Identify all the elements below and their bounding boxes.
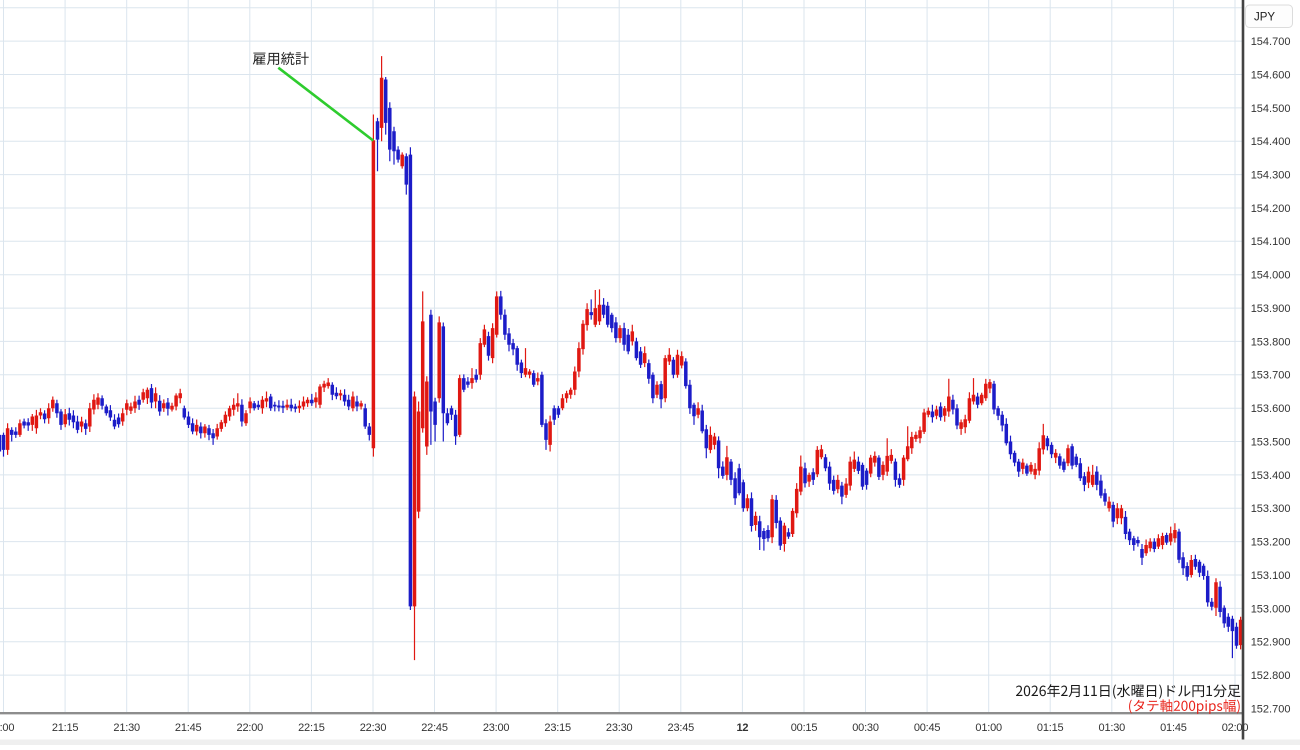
svg-text:153.500: 153.500 (1251, 436, 1291, 448)
svg-text:00:45: 00:45 (914, 722, 941, 734)
svg-text:153.000: 153.000 (1251, 603, 1291, 615)
svg-text:153.700: 153.700 (1251, 370, 1291, 382)
svg-text:153.400: 153.400 (1251, 470, 1291, 482)
svg-text:21:00: 21:00 (0, 722, 14, 734)
svg-text:23:45: 23:45 (668, 722, 695, 734)
svg-text:154.200: 154.200 (1251, 203, 1291, 215)
svg-text:21:30: 21:30 (113, 722, 140, 734)
svg-text:152.700: 152.700 (1251, 703, 1291, 715)
svg-text:12: 12 (736, 722, 748, 734)
svg-text:22:45: 22:45 (421, 722, 448, 734)
svg-text:153.900: 153.900 (1251, 303, 1291, 315)
svg-text:01:45: 01:45 (1160, 722, 1187, 734)
svg-text:23:15: 23:15 (544, 722, 571, 734)
svg-text:153.200: 153.200 (1251, 537, 1291, 549)
svg-text:23:30: 23:30 (606, 722, 633, 734)
svg-text:21:45: 21:45 (175, 722, 202, 734)
svg-text:22:30: 22:30 (360, 722, 387, 734)
svg-text:153.100: 153.100 (1251, 570, 1291, 582)
svg-text:01:30: 01:30 (1099, 722, 1126, 734)
svg-text:01:00: 01:00 (975, 722, 1002, 734)
svg-text:22:15: 22:15 (298, 722, 325, 734)
svg-text:153.800: 153.800 (1251, 336, 1291, 348)
svg-text:JPY: JPY (1254, 12, 1275, 24)
svg-text:154.600: 154.600 (1251, 69, 1291, 81)
svg-text:153.600: 153.600 (1251, 403, 1291, 415)
svg-text:152.900: 152.900 (1251, 637, 1291, 649)
svg-text:153.300: 153.300 (1251, 503, 1291, 515)
svg-text:154.700: 154.700 (1251, 36, 1291, 48)
svg-text:154.000: 154.000 (1251, 270, 1291, 282)
svg-text:154.300: 154.300 (1251, 170, 1291, 182)
svg-text:00:30: 00:30 (852, 722, 879, 734)
svg-text:01:15: 01:15 (1037, 722, 1064, 734)
svg-text:21:15: 21:15 (52, 722, 79, 734)
svg-text:154.500: 154.500 (1251, 103, 1291, 115)
svg-text:02:00: 02:00 (1222, 722, 1249, 734)
svg-text:22:00: 22:00 (237, 722, 264, 734)
svg-text:23:00: 23:00 (483, 722, 510, 734)
svg-text:154.400: 154.400 (1251, 136, 1291, 148)
svg-text:154.100: 154.100 (1251, 236, 1291, 248)
svg-text:00:15: 00:15 (791, 722, 818, 734)
svg-text:152.800: 152.800 (1251, 670, 1291, 682)
